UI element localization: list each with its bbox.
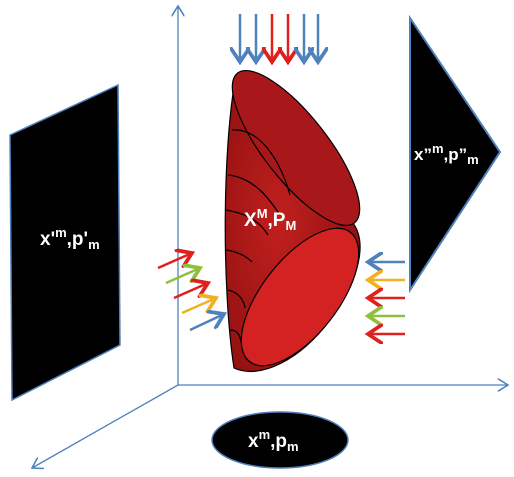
bottom-ellipse: [211, 411, 349, 469]
label-part: m: [287, 439, 299, 454]
label-part: m: [88, 237, 100, 252]
label-part: M: [285, 218, 296, 233]
label-part: ,p': [67, 229, 88, 250]
top-arrows: [240, 14, 318, 62]
label-part: x: [248, 431, 259, 452]
left-label: x'm,p'm: [40, 225, 100, 252]
label-part: m: [432, 141, 444, 156]
left-arrows: [157, 253, 224, 332]
label-part: ,p: [270, 431, 287, 452]
axes: [32, 6, 508, 468]
label-part: x': [40, 229, 55, 250]
label-part: ,P: [268, 210, 286, 231]
label-part: m: [55, 225, 67, 240]
bottom-label: xm,pm: [248, 427, 299, 454]
label-part: x”: [414, 145, 432, 164]
label-part: X: [244, 210, 257, 231]
center-label: XM,PM: [244, 206, 296, 233]
right-panel: [409, 14, 502, 294]
right-arrows: [368, 262, 405, 334]
label-part: m: [467, 152, 479, 167]
left-panel: [9, 83, 121, 402]
cone: [224, 69, 361, 372]
label-part: ,p”: [444, 145, 468, 164]
right-label: x”m,p”m: [414, 141, 479, 167]
label-part: m: [259, 427, 271, 442]
label-part: M: [257, 206, 268, 221]
